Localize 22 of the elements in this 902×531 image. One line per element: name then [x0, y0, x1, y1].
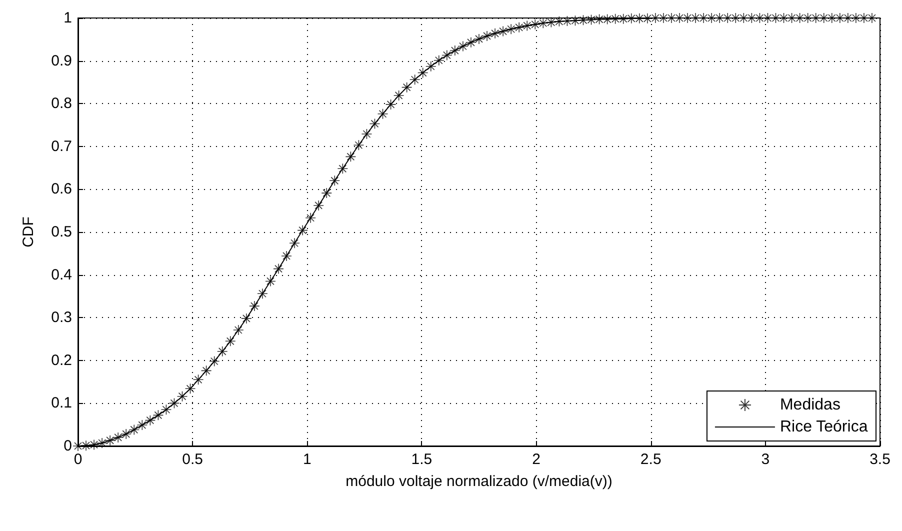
y-tick-label: 0.1	[51, 394, 72, 412]
x-tick-label: 0.5	[182, 451, 203, 468]
y-tick-label: 0.6	[51, 180, 72, 198]
y-tick-label: 0.7	[51, 138, 72, 155]
legend-label: Medidas	[780, 396, 840, 414]
y-tick-label: 0.4	[51, 266, 72, 284]
x-tick-label: 1.5	[411, 451, 432, 468]
x-tick-label: 2	[532, 451, 540, 468]
y-tick-label: 0.8	[51, 95, 72, 112]
y-tick-label: 0	[64, 438, 72, 454]
y-axis-title: CDF	[20, 216, 37, 248]
x-tick-label: 3.5	[870, 451, 890, 468]
y-tick-label: 0.2	[51, 352, 72, 369]
x-tick-label: 3	[761, 451, 770, 468]
x-tick-label: 2.5	[640, 451, 662, 468]
y-tick-label: 0.5	[51, 224, 72, 240]
x-axis-title: módulo voltaje normalizado (v/media(v))	[346, 473, 612, 490]
y-tick-label: 1	[64, 10, 72, 26]
legend-label: Rice Teórica	[780, 418, 868, 436]
y-tick-label: 0.9	[51, 52, 72, 70]
y-tick-label: 0.3	[51, 309, 72, 326]
x-tick-label: 1	[302, 451, 312, 468]
